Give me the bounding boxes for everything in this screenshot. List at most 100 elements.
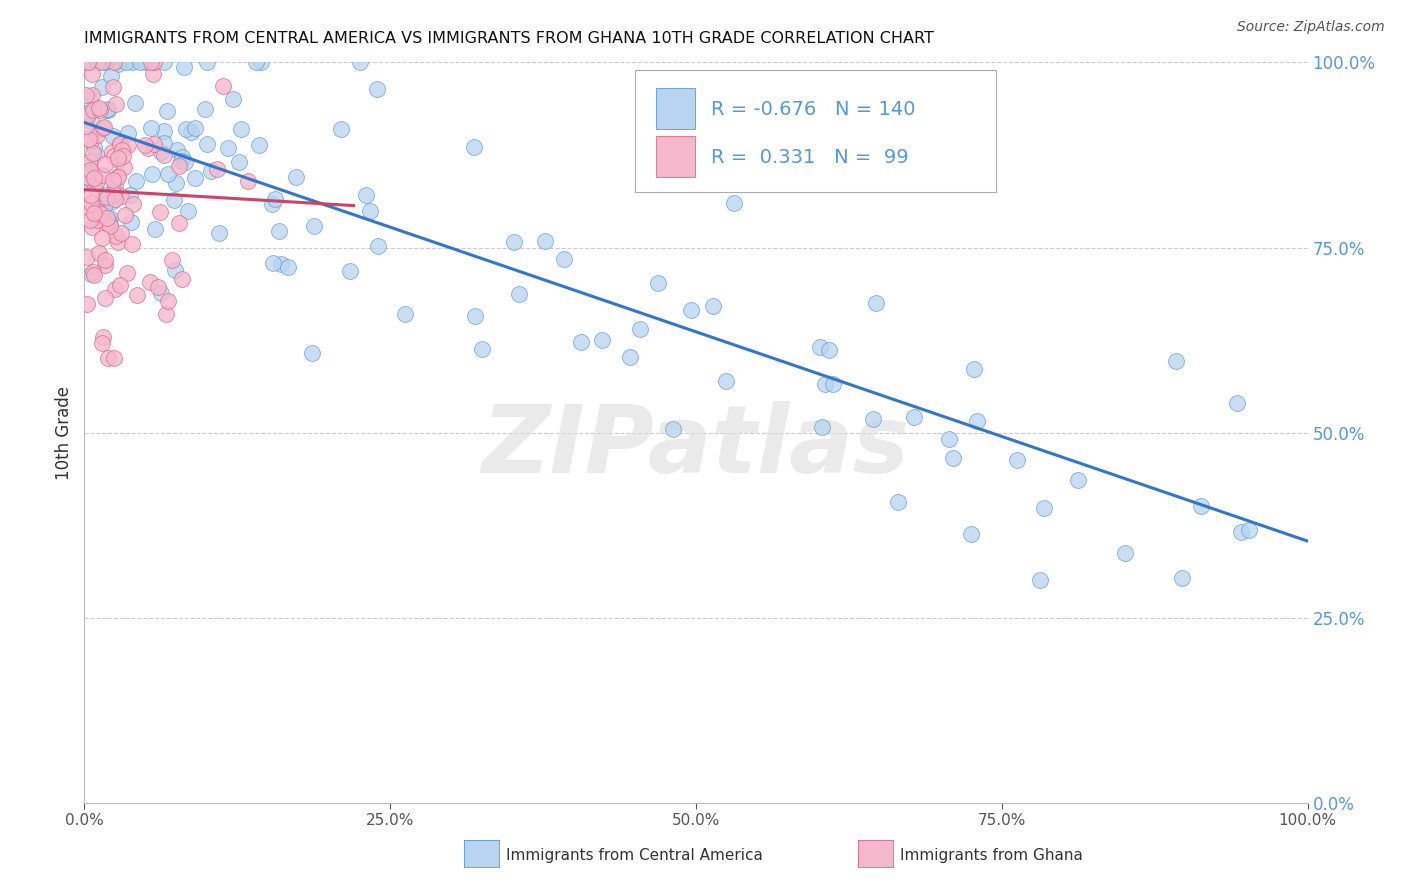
Point: [115, 266, 138, 280]
Point: [155, 307, 177, 321]
Point: [93, 252, 115, 267]
Point: [157, 293, 180, 308]
Point: [82, 146, 104, 161]
Point: [124, 96, 146, 111]
Point: [165, 177, 187, 191]
Point: [79, 166, 101, 180]
Point: [163, 193, 186, 207]
Point: [108, 136, 131, 151]
Point: [117, 137, 139, 152]
Point: [104, 96, 127, 111]
Point: [76, 170, 98, 185]
Point: [91, 230, 114, 244]
Point: [569, 335, 592, 350]
FancyBboxPatch shape: [636, 70, 995, 192]
Point: [249, 55, 271, 70]
Point: [76, 297, 98, 311]
Point: [471, 342, 494, 356]
Point: [260, 197, 283, 211]
Point: [103, 184, 125, 198]
Point: [77, 106, 100, 120]
Point: [83, 140, 105, 154]
Point: [93, 120, 115, 135]
Point: [212, 78, 235, 93]
Point: [97, 351, 120, 366]
Point: [77, 108, 100, 122]
Point: [146, 279, 169, 293]
Point: [86, 213, 108, 227]
Point: [208, 226, 231, 240]
Point: [96, 211, 118, 225]
Point: [96, 55, 118, 70]
Point: [679, 303, 702, 318]
Point: [339, 263, 361, 277]
Point: [534, 234, 557, 248]
Point: [110, 188, 132, 202]
Point: [1028, 573, 1050, 587]
Point: [177, 203, 200, 218]
Point: [90, 168, 112, 182]
Point: [160, 252, 183, 267]
Point: [156, 104, 179, 119]
Point: [83, 171, 105, 186]
FancyBboxPatch shape: [655, 136, 695, 178]
Point: [180, 125, 202, 139]
Point: [247, 138, 270, 153]
Point: [1067, 473, 1090, 487]
Point: [104, 282, 127, 296]
FancyBboxPatch shape: [655, 88, 695, 129]
Point: [94, 216, 117, 230]
Point: [963, 362, 986, 376]
Point: [79, 213, 101, 227]
Point: [153, 55, 176, 70]
Point: [94, 291, 117, 305]
Point: [97, 214, 120, 228]
Point: [114, 55, 136, 70]
Point: [121, 237, 143, 252]
Point: [139, 55, 162, 70]
Point: [285, 170, 308, 185]
Point: [136, 141, 159, 155]
Point: [114, 208, 136, 222]
Point: [1114, 546, 1136, 560]
Point: [277, 260, 299, 274]
Point: [90, 80, 112, 95]
Point: [862, 412, 884, 426]
Point: [301, 346, 323, 360]
Point: [80, 113, 103, 128]
Point: [104, 229, 127, 244]
Point: [553, 252, 575, 267]
Point: [96, 190, 118, 204]
Point: [941, 451, 963, 466]
Point: [153, 148, 176, 162]
Text: R = -0.676   N = 140: R = -0.676 N = 140: [710, 100, 915, 119]
Point: [79, 176, 101, 190]
Point: [77, 55, 100, 70]
Point: [101, 128, 124, 143]
Point: [195, 55, 218, 70]
Point: [1237, 523, 1260, 537]
Point: [107, 169, 129, 184]
Point: [148, 205, 170, 219]
Text: Immigrants from Central America: Immigrants from Central America: [506, 848, 763, 863]
Point: [222, 92, 245, 106]
Point: [107, 151, 129, 165]
Point: [938, 432, 960, 446]
Point: [886, 494, 908, 508]
Point: [84, 147, 107, 161]
Point: [77, 131, 100, 145]
Point: [91, 55, 114, 70]
Point: [91, 329, 114, 343]
Point: [1007, 453, 1029, 467]
Point: [228, 154, 250, 169]
Point: [94, 196, 117, 211]
Point: [174, 154, 197, 169]
Point: [172, 150, 194, 164]
Point: [149, 285, 172, 300]
Point: [628, 322, 651, 336]
Point: [176, 122, 198, 136]
Point: [107, 153, 129, 167]
Point: [619, 350, 641, 364]
Point: [1171, 571, 1194, 585]
Point: [89, 245, 111, 260]
